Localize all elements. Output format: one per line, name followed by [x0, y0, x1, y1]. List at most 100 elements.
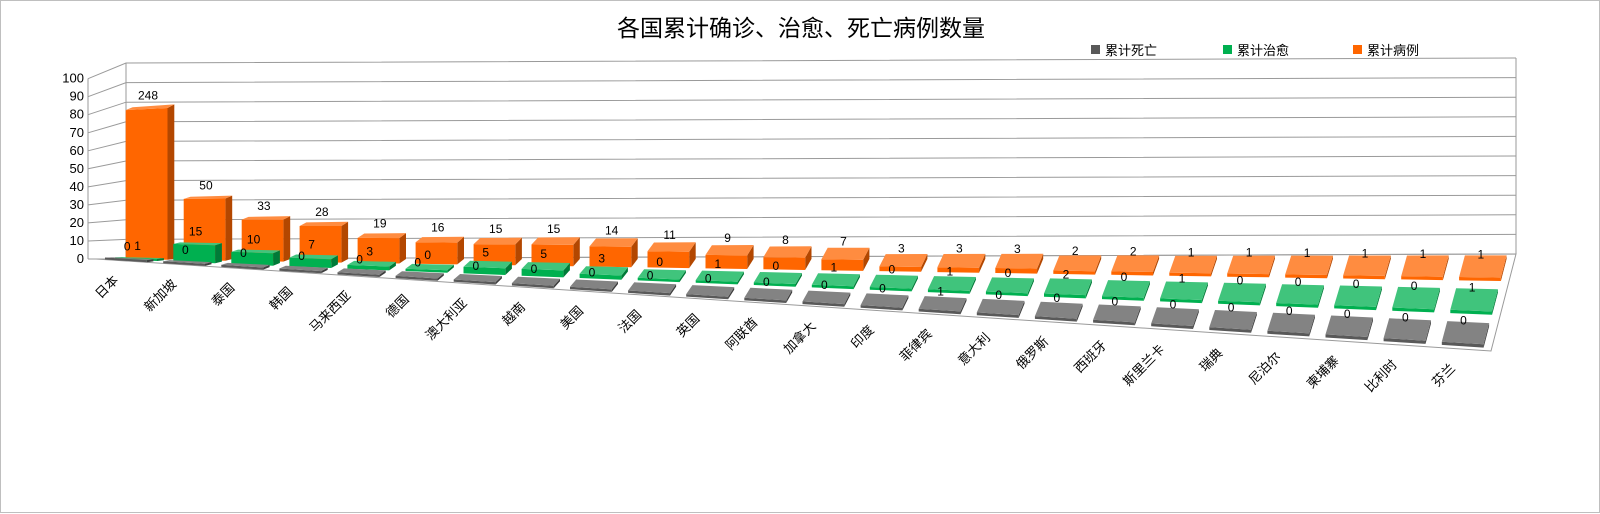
bar-side-face	[1434, 287, 1440, 313]
data-label: 0	[414, 256, 421, 270]
data-label: 2	[1063, 268, 1070, 282]
bar-front-face	[821, 259, 864, 271]
data-label: 0	[1053, 291, 1060, 305]
bar-side-face	[786, 289, 793, 303]
data-label: 15	[189, 225, 203, 239]
bar-recovered	[1276, 284, 1324, 308]
bar-side-face	[679, 270, 686, 283]
bar-front-face	[415, 242, 458, 265]
bar-recovered	[405, 263, 454, 273]
bar-top-face	[1227, 255, 1275, 275]
bar-top-face	[241, 216, 291, 220]
bar-deaths	[744, 287, 793, 303]
bar-front-face	[231, 251, 274, 266]
data-label: 7	[840, 235, 847, 249]
data-label: 1	[1304, 246, 1311, 260]
bar-top-face	[415, 236, 464, 243]
bar-front-face	[1093, 319, 1135, 326]
bar-side-face	[1193, 309, 1199, 329]
bar-deaths	[337, 268, 386, 277]
bar-deaths	[1383, 318, 1431, 344]
bar-front-face	[299, 226, 342, 263]
bar-top-face	[1401, 255, 1449, 277]
category-label: 加拿大	[780, 318, 819, 357]
legend-label: 累计死亡	[1105, 44, 1157, 59]
bar-side-face	[225, 195, 233, 261]
data-label: 3	[956, 242, 963, 256]
data-label: 2	[1130, 245, 1137, 259]
bar-side-face	[399, 233, 406, 264]
bar-side-face	[1483, 323, 1490, 348]
bar-side-face	[670, 284, 677, 296]
bar-top-face	[937, 253, 986, 268]
bar-top-face	[918, 296, 967, 312]
data-label: 0	[531, 262, 538, 276]
bar-top-face	[695, 270, 744, 282]
bar-front-face	[125, 108, 168, 260]
y-tick-label: 90	[70, 89, 84, 104]
data-label: 1	[947, 264, 954, 278]
data-label: 1	[714, 257, 721, 271]
bar-front-face	[579, 273, 622, 280]
bar-top-face	[1441, 321, 1490, 345]
bar-front-face	[395, 275, 438, 281]
bar-top-face	[231, 249, 280, 254]
category-label: 比利时	[1362, 357, 1400, 395]
data-label: 0	[1112, 294, 1119, 308]
bar-cases	[1343, 255, 1391, 280]
gridline	[87, 175, 1517, 188]
bar-recovered	[927, 276, 976, 294]
bar-front-face	[802, 301, 845, 307]
bar-top-face	[589, 238, 638, 247]
bar-side-face	[515, 237, 522, 266]
bar-side-face	[263, 264, 270, 270]
y-tick-label: 30	[70, 197, 84, 212]
data-label: 3	[898, 241, 905, 255]
bar-cases	[531, 237, 580, 267]
bar-side-face	[902, 295, 909, 311]
data-label: 0	[1460, 314, 1467, 328]
bar-side-face	[553, 278, 560, 289]
bar-cases	[1401, 255, 1449, 281]
data-label: 0	[763, 275, 770, 289]
bar-side-face	[1134, 306, 1141, 326]
gridline	[87, 214, 1517, 224]
bar-side-face	[1376, 286, 1382, 311]
bar-deaths	[1151, 307, 1199, 329]
bar-front-face	[1285, 274, 1327, 279]
bar-cases	[647, 242, 696, 269]
data-label: 3	[1014, 242, 1021, 256]
category-label: 美国	[558, 304, 587, 333]
bar-top-face	[1111, 255, 1160, 272]
bar-front-face	[163, 261, 205, 266]
bar-front-face	[347, 264, 390, 271]
bar-side-face	[563, 263, 570, 278]
bar-top-face	[1392, 286, 1440, 310]
bar-top-face	[1044, 278, 1092, 296]
data-label: 0	[1295, 275, 1302, 289]
data-label: 248	[138, 88, 158, 102]
bar-deaths	[1034, 301, 1083, 322]
bar-front-face	[705, 254, 748, 269]
bar-top-face	[744, 287, 793, 301]
bar-front-face	[1334, 305, 1376, 311]
bar-top-face	[1383, 318, 1431, 341]
bar-top-face	[1209, 310, 1257, 330]
bar-cases	[415, 236, 464, 265]
gridline	[87, 57, 1517, 80]
data-label: 10	[247, 232, 261, 246]
data-label: 0	[1005, 266, 1012, 280]
bar-top-face	[985, 277, 1034, 294]
bar-front-face	[744, 297, 787, 303]
bar-deaths	[1325, 315, 1373, 341]
bar-front-face	[1102, 296, 1144, 301]
bar-front-face	[531, 244, 574, 267]
bar-recovered	[695, 270, 744, 285]
y-tick-label: 60	[70, 143, 84, 158]
gridline	[87, 96, 1517, 116]
data-label: 0	[772, 259, 779, 273]
bar-top-face	[299, 221, 349, 226]
bar-recovered	[985, 277, 1034, 297]
bar-front-face	[860, 305, 903, 311]
bar-recovered	[521, 262, 570, 278]
